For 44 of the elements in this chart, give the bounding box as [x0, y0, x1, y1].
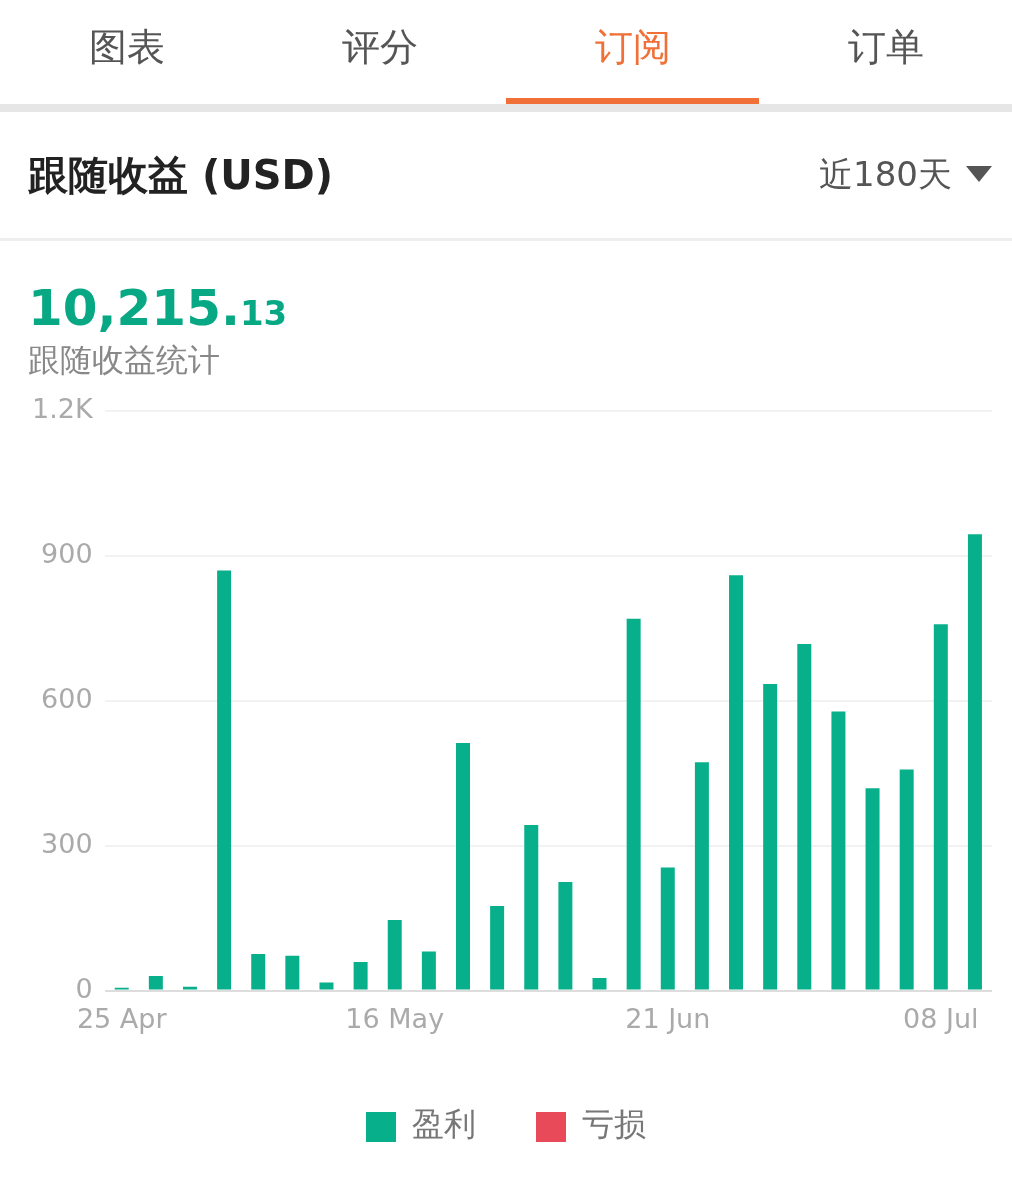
legend-label: 亏损 — [582, 1105, 646, 1144]
bar — [797, 643, 812, 990]
bar — [319, 982, 334, 990]
text: 10,215.13 — [28, 279, 289, 337]
bar — [251, 953, 266, 990]
bar — [217, 570, 232, 990]
x-tick-label: 16 May — [345, 1002, 445, 1034]
text: 订阅 — [594, 25, 671, 69]
bar — [626, 618, 641, 990]
bar — [387, 920, 402, 990]
bar — [148, 976, 163, 990]
y-tick-label: 0 — [75, 972, 93, 1004]
chart-subtitle: 跟随收益统计 — [28, 340, 221, 381]
bar — [831, 711, 846, 990]
bar — [353, 962, 368, 990]
bar — [490, 906, 505, 990]
x-tick-label: 21 Jun — [625, 1002, 711, 1034]
text: 评分 — [341, 25, 418, 69]
x-tick-label: 08 Jul — [903, 1002, 979, 1034]
text: 近180天 — [819, 153, 952, 196]
bar — [285, 955, 300, 990]
y-tick-label: 300 — [41, 827, 93, 859]
bar — [694, 762, 709, 990]
y-tick-label: 900 — [41, 538, 93, 570]
x-tick-label: 25 Apr — [76, 1002, 168, 1034]
bar — [933, 624, 948, 990]
bar — [865, 788, 880, 990]
bar — [592, 978, 607, 990]
y-tick-label: 1.2K — [31, 393, 94, 425]
bar — [729, 575, 744, 990]
y-tick-label: 600 — [41, 682, 93, 714]
legend-label: 盈利 — [412, 1105, 476, 1144]
text: 订单 — [847, 25, 924, 69]
bar — [967, 534, 982, 990]
bar — [558, 881, 573, 990]
bar — [421, 951, 436, 990]
bar — [660, 867, 675, 990]
text: 图表 — [88, 25, 165, 69]
chart-title: 跟随收益 (USD) — [28, 150, 334, 200]
bar — [899, 769, 914, 990]
bar — [456, 742, 470, 990]
bar — [763, 684, 778, 990]
bar — [182, 986, 197, 990]
bar — [524, 824, 539, 990]
